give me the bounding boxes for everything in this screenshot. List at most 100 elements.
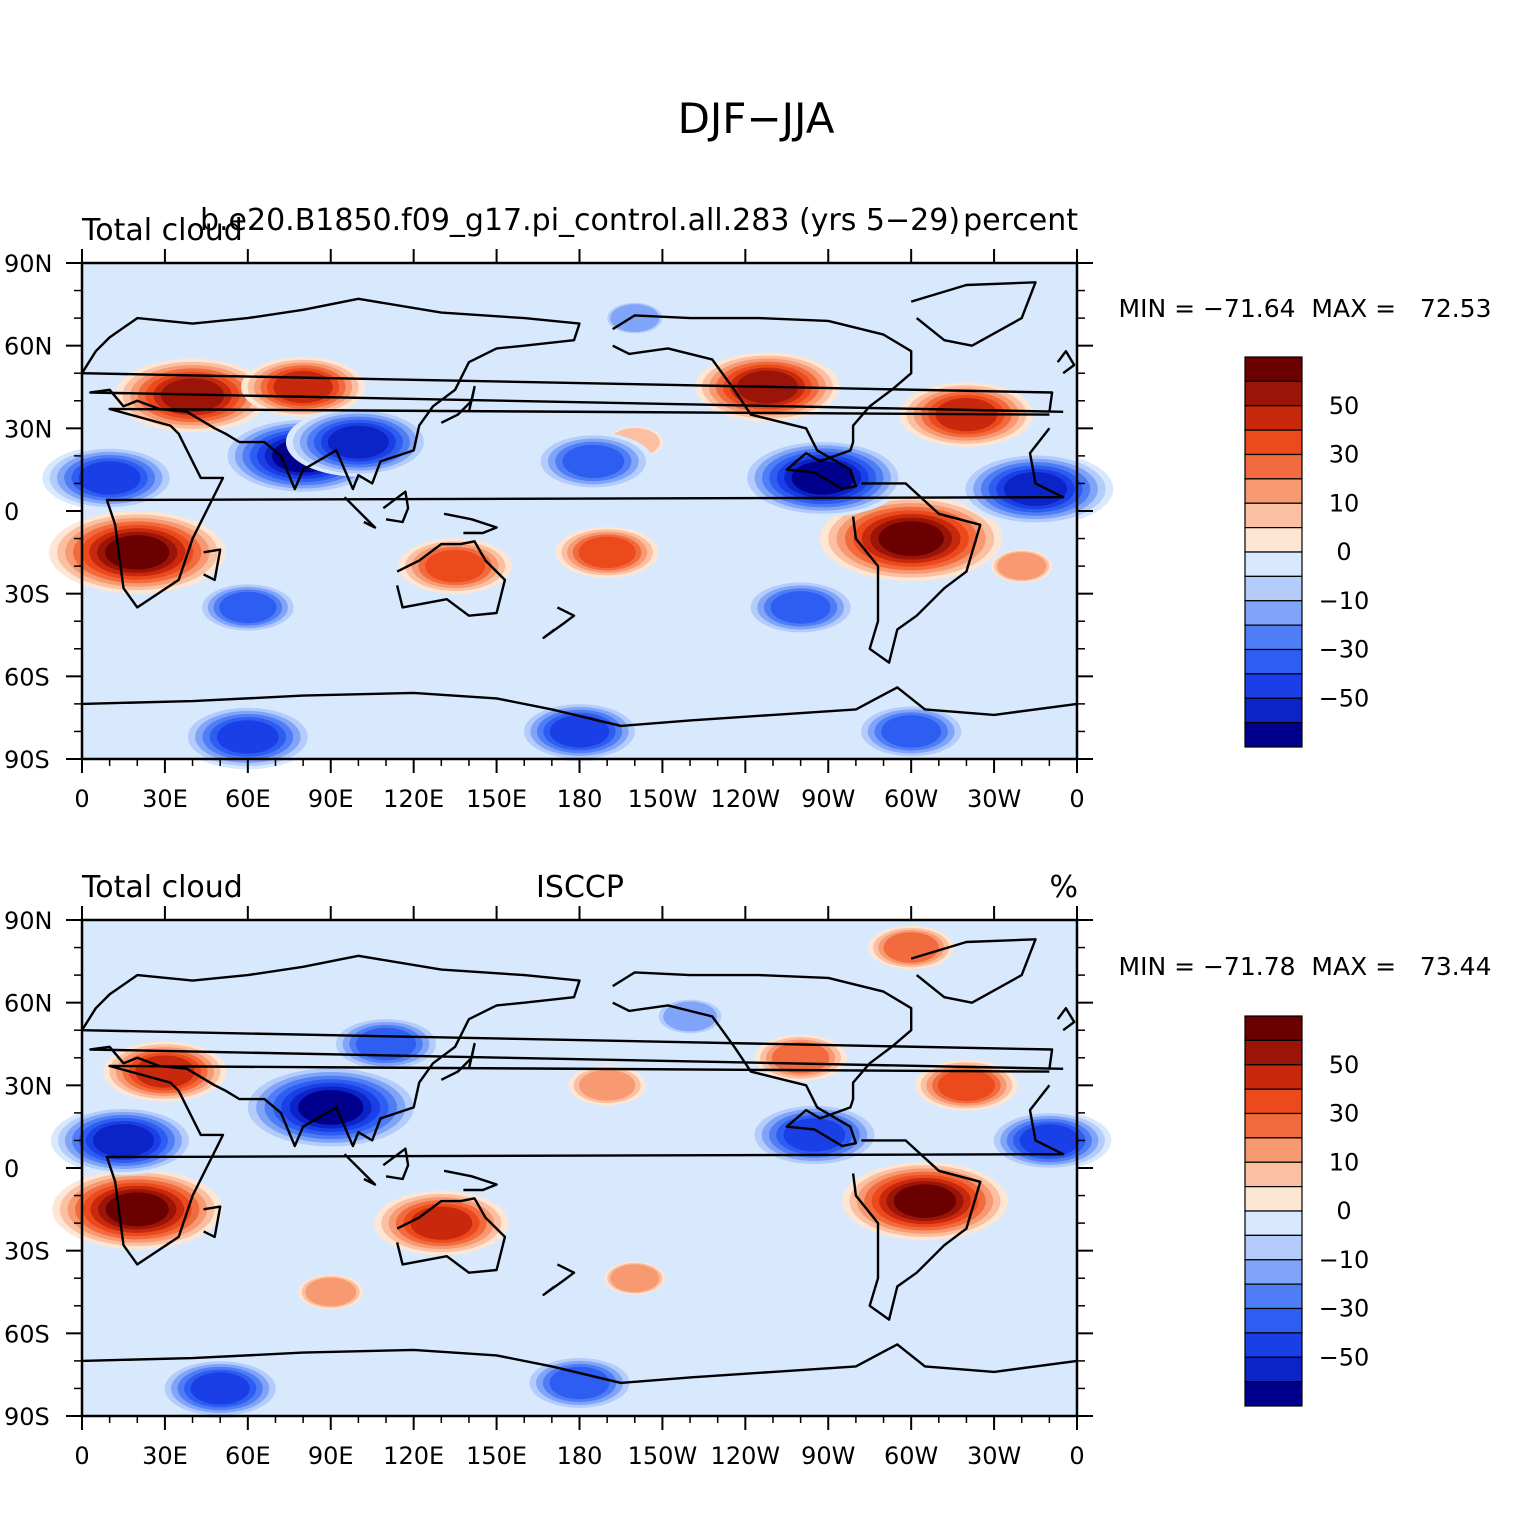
colorbar-label: 30 (1329, 441, 1360, 469)
contour-fill (562, 444, 625, 479)
axis-ticks: 0 30E 60E 90E 120E 150E 180 150W 120W 90W 60W 30W 09… (4, 906, 1093, 1470)
contour-fill (549, 1366, 610, 1400)
coastline (1056, 350, 1076, 375)
coastline (612, 314, 913, 491)
colorbar-swatch (1244, 1381, 1303, 1407)
contour-fill (190, 1372, 250, 1405)
colorbar-label: −10 (1319, 1246, 1370, 1274)
colorbar-swatch (1244, 1064, 1303, 1090)
coastline (910, 938, 1037, 1004)
contour-fill (881, 715, 942, 748)
coastline (343, 496, 377, 529)
x-tick-label: 60E (225, 1442, 271, 1470)
panel-title-right: percent (963, 203, 1078, 238)
colorbar-swatch (1244, 1307, 1303, 1334)
x-tick-label: 90E (308, 1442, 354, 1470)
x-tick-label: 180 (557, 1442, 603, 1470)
colorbar-label: 0 (1336, 538, 1351, 566)
contour-fill (78, 461, 141, 495)
colorbar-label: −50 (1319, 684, 1370, 712)
coastline (395, 540, 507, 617)
coastline (203, 548, 222, 582)
colorbar-label: 10 (1329, 1148, 1360, 1176)
stats-text: MIN = −71.78 MAX = 73.44 (1119, 952, 1492, 981)
coastlines (80, 281, 1078, 728)
coastline (440, 385, 476, 424)
colorbar-label: 50 (1329, 1051, 1360, 1079)
y-tick-label: 90S (4, 746, 50, 774)
contour-fill (893, 1184, 957, 1218)
x-tick-label: 30W (967, 785, 1021, 813)
colorbar-swatch (1244, 478, 1303, 504)
y-tick-label: 60N (4, 333, 53, 361)
contour-fill (298, 1089, 364, 1125)
coastline (851, 1139, 982, 1321)
colorbar-swatch (1244, 429, 1303, 456)
y-tick-label: 90N (4, 250, 53, 278)
x-tick-label: 60E (225, 785, 271, 813)
contour-fill (549, 715, 610, 748)
panel-title-center: b.e20.B1850.f09_g17.pi_control.all.283 (… (200, 203, 960, 238)
colorbar-swatch (1244, 1186, 1303, 1212)
x-tick-label: 120E (383, 1442, 444, 1470)
coastline (382, 1147, 410, 1181)
contour-fill (425, 549, 486, 583)
coastline (395, 1197, 507, 1274)
colorbar: 50 30 10 0 −10 −30 −50 (1244, 356, 1370, 748)
coastline (542, 1263, 576, 1297)
x-tick-label: 30W (967, 1442, 1021, 1470)
x-tick-label: 0 (1069, 1442, 1084, 1470)
contour-fill (105, 535, 170, 570)
colorbar-label: −30 (1319, 636, 1370, 664)
colorbar-label: 10 (1329, 489, 1360, 517)
coastline (612, 971, 913, 1148)
colorbar-label: −10 (1319, 587, 1370, 615)
colorbar-swatch (1244, 1356, 1303, 1383)
colorbar-swatch (1244, 1283, 1303, 1310)
stats-text: MIN = −71.64 MAX = 72.53 (1119, 294, 1492, 323)
coastline (910, 281, 1037, 347)
colorbar-swatch (1244, 1161, 1303, 1188)
coastline (343, 1153, 377, 1186)
y-tick-label: 60N (4, 990, 53, 1018)
colorbar-swatch (1244, 624, 1303, 651)
coastline (443, 512, 498, 535)
colorbar-swatch (1244, 600, 1303, 626)
coastline (851, 482, 982, 664)
contour-fill (410, 1206, 473, 1240)
coastline (105, 1064, 1065, 1266)
panel-model: Total cloud b.e20.B1850.f09_g17.pi_contr… (4, 203, 1492, 813)
y-tick-label: 30S (4, 581, 50, 609)
colorbar-swatch (1244, 405, 1303, 431)
x-tick-label: 60W (884, 785, 938, 813)
colorbar-label: 50 (1329, 392, 1360, 420)
contour-fill (878, 521, 944, 556)
colorbar-swatch (1244, 673, 1303, 699)
contour-fill (770, 591, 831, 624)
x-tick-label: 0 (74, 1442, 89, 1470)
contour-fill (997, 552, 1047, 581)
coastline (443, 1169, 498, 1192)
colorbar-swatch (1244, 1039, 1303, 1066)
x-tick-label: 150W (628, 785, 698, 813)
coastline (440, 1042, 476, 1081)
coastline (542, 606, 576, 639)
contour-fill (578, 536, 636, 569)
panel-isccp: Total cloud ISCCP % 0 30E 60E 90E 120E 150E 18… (4, 870, 1492, 1470)
contour-fill (771, 1042, 830, 1074)
coastline (81, 1343, 1078, 1385)
y-tick-label: 90N (4, 907, 53, 935)
colorbar-swatch (1244, 1259, 1303, 1285)
colorbar-label: 30 (1329, 1100, 1360, 1128)
colorbar-label: −50 (1319, 1343, 1370, 1371)
coastline (203, 1205, 222, 1239)
y-tick-label: 60S (4, 1320, 50, 1348)
y-tick-label: 60S (4, 663, 50, 691)
colorbar-swatch (1244, 1234, 1303, 1261)
y-tick-label: 0 (4, 498, 19, 526)
map-area: 0 30E 60E 90E 120E 150E 180 150W 120W 90W 60W 30W 09… (4, 249, 1114, 813)
colorbar-swatch (1244, 527, 1303, 553)
colorbar-swatch (1244, 1088, 1303, 1115)
x-tick-label: 30E (142, 1442, 188, 1470)
